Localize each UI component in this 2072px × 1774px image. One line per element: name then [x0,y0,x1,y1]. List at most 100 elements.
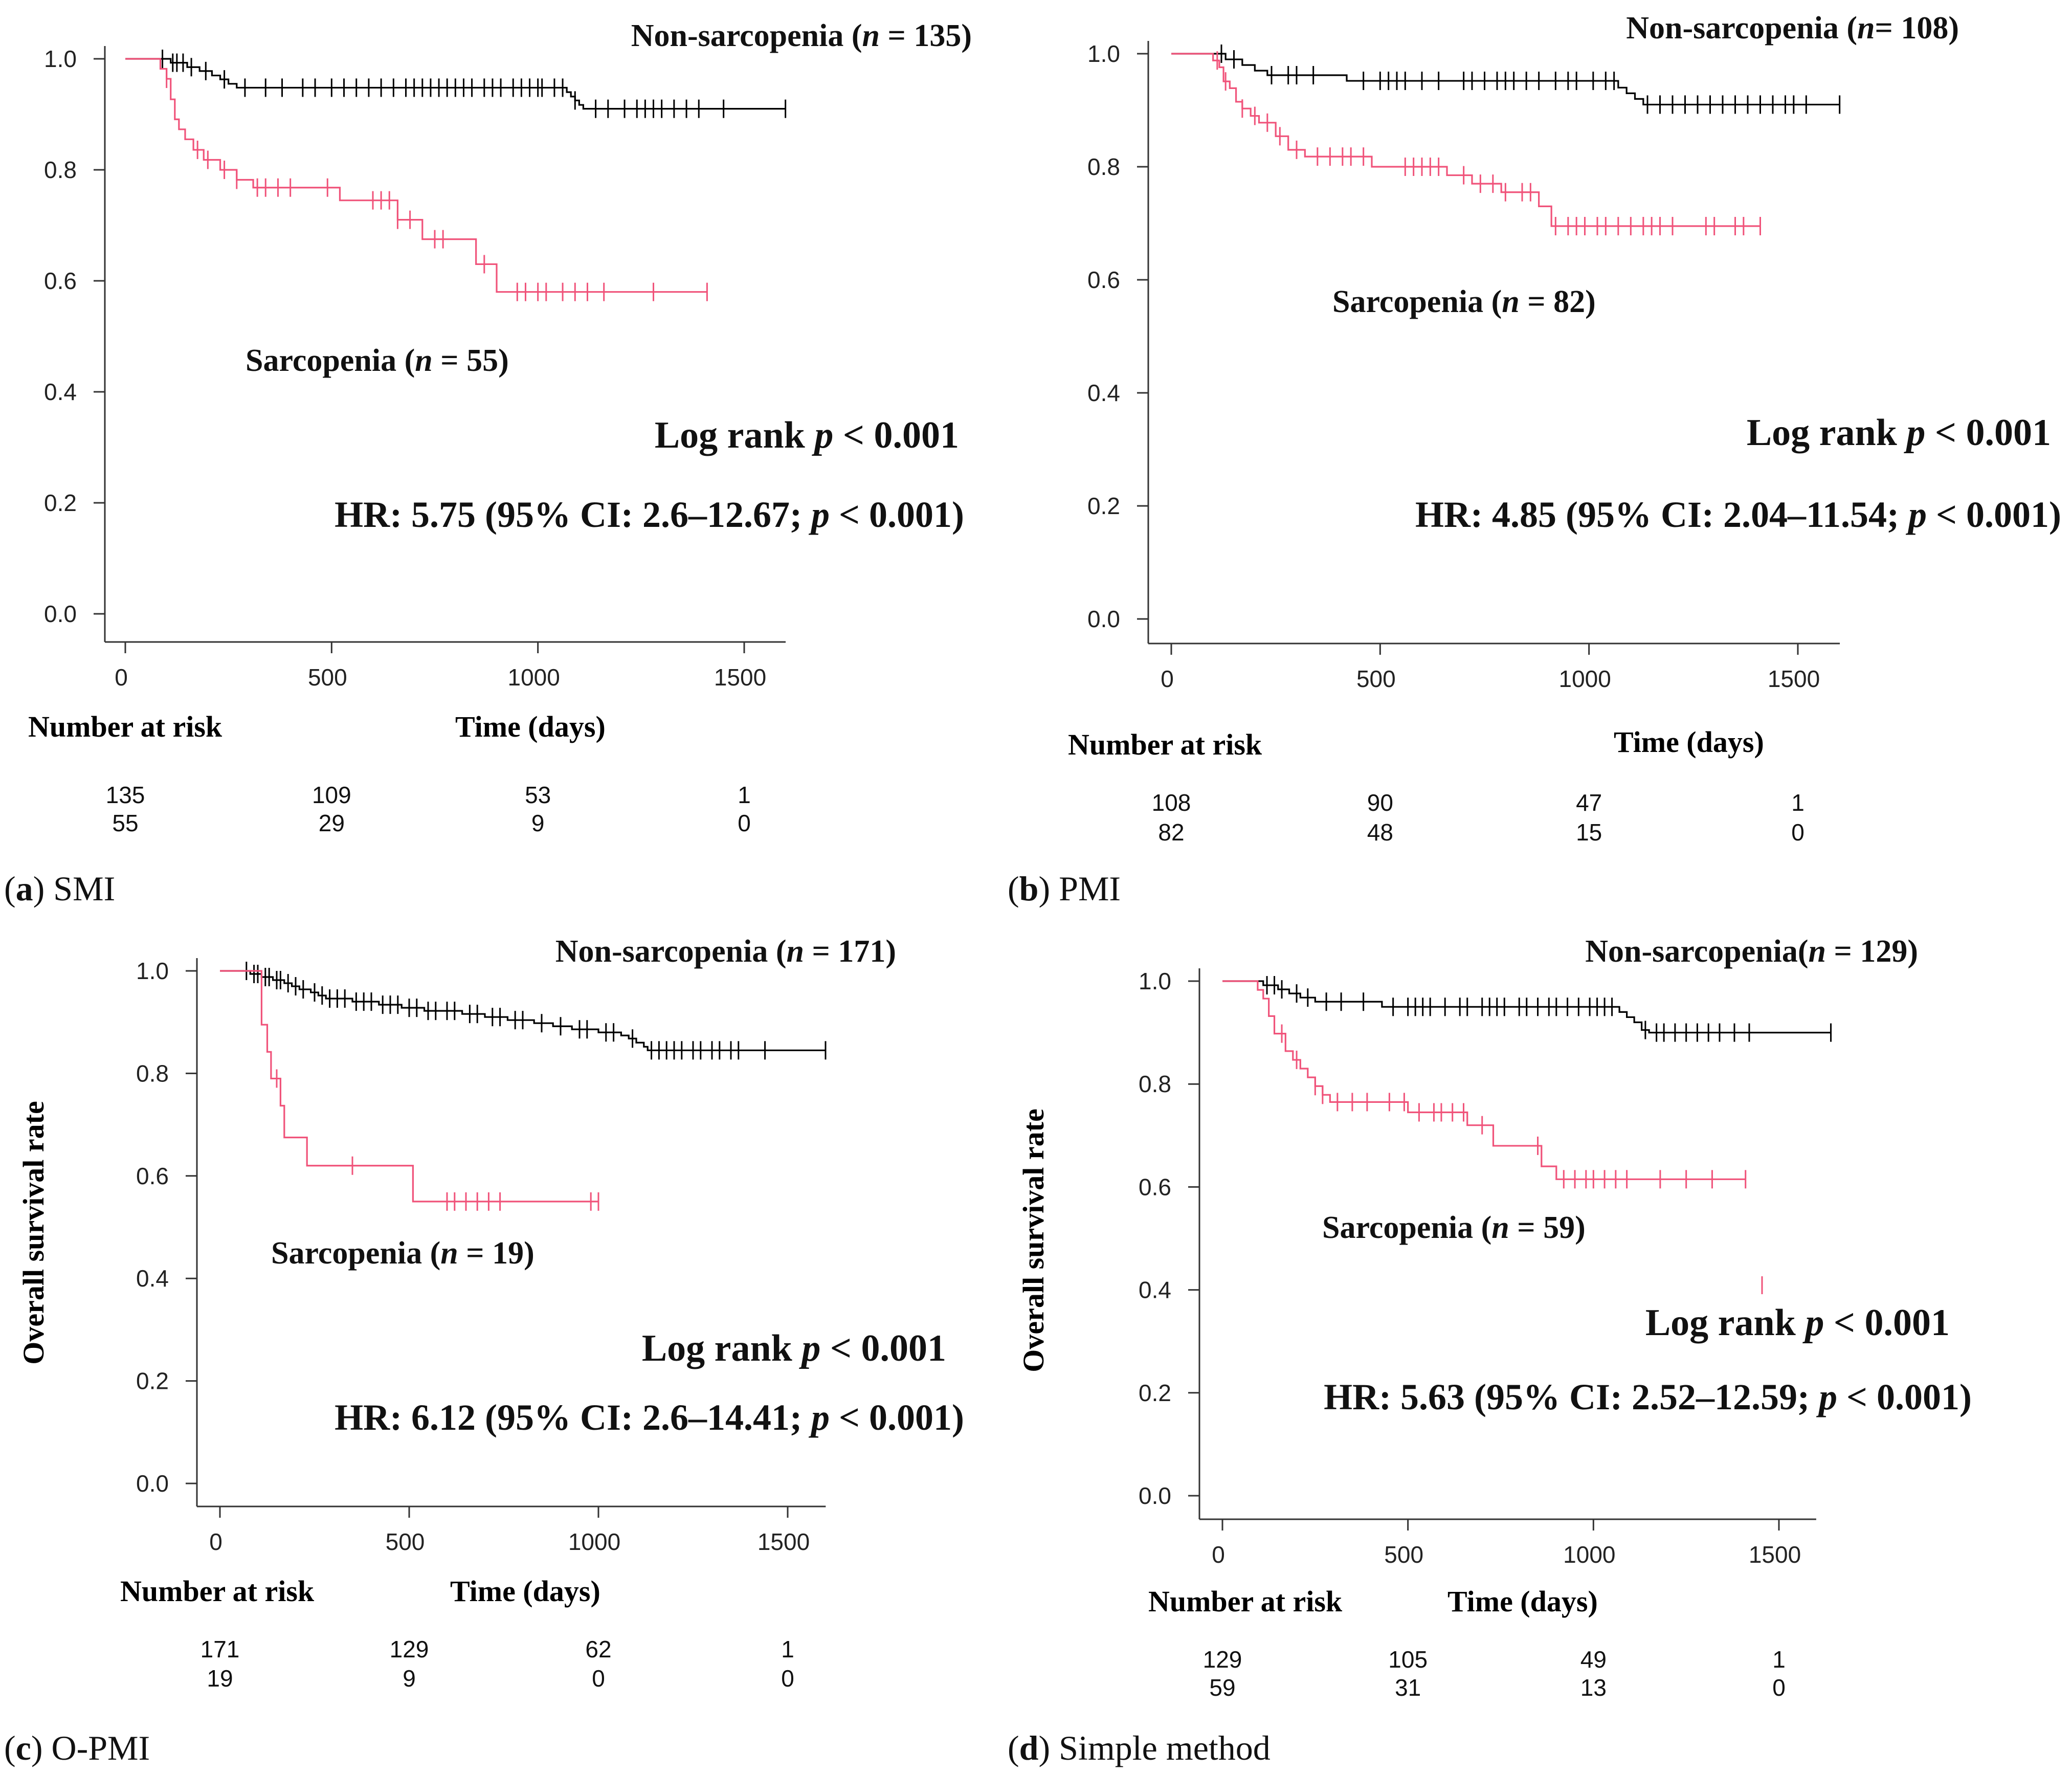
x-tick-label: 500 [308,664,347,691]
x-tick-label: 500 [386,1528,425,1555]
logrank-label: Log rank p < 0.001 [1747,412,2051,454]
series-non-sarcopenia [125,50,787,118]
panel-a: 0.0 0.2 0.4 0.6 0.8 1.0 0 500 1000 1500 Non-sarcop… [4,18,972,908]
y-tick-label: 0.4 [136,1265,169,1292]
legend-sarcopenia: Sarcopenia (n = 19) [271,1236,534,1271]
series-non-sarcopenia [1222,976,1832,1042]
panel-caption: (a) SMI [4,869,115,908]
risk-count-non-sarcopenia: 108 [1152,789,1191,816]
risk-count-sarcopenia: 15 [1576,819,1602,846]
y-tick-label: 0.4 [1139,1277,1171,1303]
legend-sarcopenia: Sarcopenia (n = 55) [246,343,509,378]
km-curve [1171,53,1761,227]
x-axis-label: Time (days) [455,710,606,743]
y-tick-label: 0.8 [1087,153,1120,180]
panel-d: 0.0 0.2 0.4 0.6 0.8 1.0 0 500 1000 1500 Non-sarcop… [1008,934,1972,1767]
y-tick-label: 1.0 [1087,40,1120,67]
y-tick-label: 1.0 [44,46,77,72]
risk-table-title: Number at risk [120,1575,315,1608]
risk-count-non-sarcopenia: 49 [1580,1646,1607,1673]
hazard-ratio-label: HR: 6.12 (95% CI: 2.6–14.41; p < 0.001) [335,1397,964,1438]
y-axis-label: Overall survival rate [17,1101,50,1364]
y-axis-label: Overall survival rate [1017,1108,1050,1372]
y-tick-label: 0.2 [1139,1380,1171,1406]
risk-count-sarcopenia: 82 [1158,819,1184,846]
x-tick-label: 1000 [1563,1541,1615,1568]
x-tick-label: 0 [1212,1541,1225,1568]
panel-caption: (d) Simple method [1008,1728,1271,1767]
risk-count-non-sarcopenia: 109 [312,782,351,808]
km-curve [220,970,826,1051]
y-tick-label: 0.2 [44,490,77,516]
risk-table-title: Number at risk [28,710,222,743]
risk-count-sarcopenia: 13 [1580,1674,1607,1701]
risk-count-non-sarcopenia: 105 [1388,1646,1428,1673]
hazard-ratio-label: HR: 5.75 (95% CI: 2.6–12.67; p < 0.001) [335,494,964,535]
hazard-ratio-label: HR: 5.63 (95% CI: 2.52–12.59; p < 0.001) [1324,1377,1972,1417]
logrank-label: Log rank p < 0.001 [1645,1302,1950,1344]
risk-count-sarcopenia: 48 [1367,819,1393,846]
x-tick-label: 0 [115,664,128,691]
x-tick-label: 1000 [1558,666,1611,692]
y-tick-label: 0.0 [1087,606,1120,632]
risk-count-non-sarcopenia: 1 [1791,789,1804,816]
risk-count-sarcopenia: 29 [319,810,345,836]
x-tick-label: 1000 [507,664,560,691]
km-curve [125,58,707,293]
series-sarcopenia [125,58,708,301]
series-sarcopenia [220,970,599,1211]
y-tick-label: 0.6 [1139,1173,1171,1200]
risk-count-sarcopenia: 0 [592,1665,605,1692]
x-axis-label: Time (days) [1447,1585,1598,1618]
x-tick-label: 500 [1384,1541,1423,1568]
panel-caption: (c) O-PMI [4,1728,150,1767]
risk-table-title: Number at risk [1068,728,1262,761]
y-tick-label: 0.4 [1087,380,1120,406]
km-curve [1222,980,1831,1034]
y-tick-label: 0.8 [1139,1071,1171,1097]
x-tick-label: 0 [209,1528,222,1555]
logrank-label: Log rank p < 0.001 [642,1327,946,1369]
y-tick-label: 0.4 [44,379,77,405]
risk-count-non-sarcopenia: 1 [738,782,751,808]
risk-count-non-sarcopenia: 135 [106,782,145,808]
x-tick-label: 500 [1356,666,1396,692]
y-tick-label: 0.6 [136,1163,169,1189]
logrank-label: Log rank p < 0.001 [655,414,959,456]
y-tick-label: 0.2 [136,1368,169,1394]
risk-count-non-sarcopenia: 47 [1576,789,1602,816]
risk-count-non-sarcopenia: 62 [585,1636,611,1662]
series-sarcopenia [1222,980,1747,1189]
km-curve [220,970,598,1203]
risk-count-non-sarcopenia: 1 [1772,1646,1786,1673]
legend-sarcopenia: Sarcopenia (n = 82) [1332,284,1596,319]
y-tick-label: 0.6 [1087,267,1120,293]
x-tick-label: 0 [1161,666,1174,692]
x-tick-label: 1500 [714,664,766,691]
risk-count-sarcopenia: 0 [781,1665,794,1692]
panel-caption: (b) PMI [1008,869,1121,908]
risk-count-non-sarcopenia: 53 [525,782,551,808]
y-tick-label: 1.0 [1139,968,1171,994]
risk-count-non-sarcopenia: 1 [781,1636,794,1662]
km-curve [1222,980,1746,1180]
legend-non-sarcopenia: Non-sarcopenia(n = 129) [1585,934,1918,969]
x-tick-label: 1000 [568,1528,620,1555]
panel-c: 0.0 0.2 0.4 0.6 0.8 1.0 0 500 1000 1500 Non-sarcop… [4,934,964,1767]
risk-count-sarcopenia: 59 [1209,1674,1235,1701]
panel-b: 0.0 0.2 0.4 0.6 0.8 1.0 0 500 1000 1500 Non-sarcop… [1008,11,2061,908]
series-sarcopenia [1171,51,1761,236]
risk-count-sarcopenia: 31 [1395,1674,1421,1701]
risk-table-title: Number at risk [1148,1585,1343,1618]
risk-count-sarcopenia: 0 [1772,1674,1786,1701]
risk-count-non-sarcopenia: 129 [390,1636,429,1662]
y-tick-label: 0.0 [44,601,77,627]
risk-count-sarcopenia: 0 [738,810,751,836]
x-tick-label: 1500 [1768,666,1820,692]
risk-count-sarcopenia: 9 [403,1665,416,1692]
legend-non-sarcopenia: Non-sarcopenia (n = 135) [631,18,972,53]
km-curve [125,58,786,110]
risk-count-non-sarcopenia: 90 [1367,789,1393,816]
legend-non-sarcopenia: Non-sarcopenia (n= 108) [1626,11,1959,46]
